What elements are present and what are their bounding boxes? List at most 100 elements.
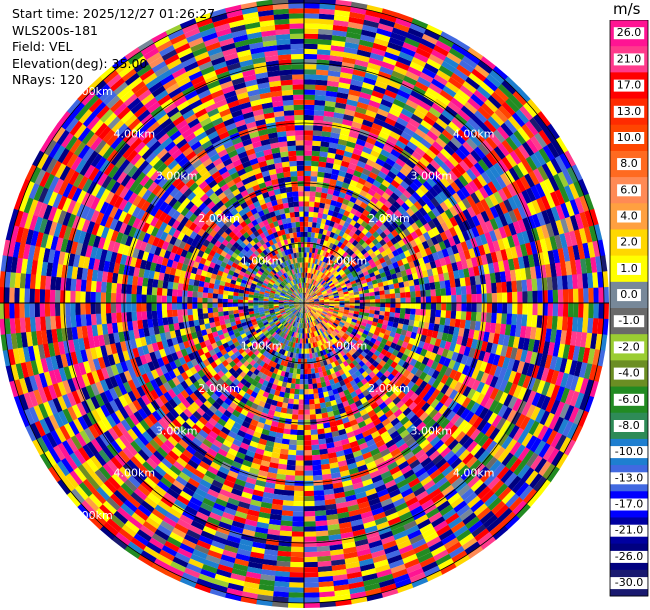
velocity-gate <box>201 374 210 383</box>
velocity-gate <box>299 338 303 344</box>
velocity-gate <box>304 231 308 237</box>
velocity-gate <box>428 82 443 95</box>
velocity-gate <box>264 323 270 328</box>
velocity-gate <box>457 394 467 406</box>
velocity-gate <box>294 485 304 492</box>
velocity-gate <box>419 556 436 568</box>
velocity-gate <box>174 523 189 534</box>
velocity-gate <box>342 360 349 367</box>
velocity-gate <box>519 416 531 431</box>
velocity-gate <box>557 303 564 317</box>
velocity-gate <box>382 540 397 550</box>
velocity-gate <box>331 344 337 350</box>
velocity-gate <box>319 596 336 603</box>
velocity-gate <box>365 264 372 271</box>
velocity-gate <box>273 581 290 588</box>
velocity-gate <box>310 363 315 369</box>
velocity-gate <box>550 384 561 400</box>
velocity-gate <box>422 415 433 426</box>
velocity-gate <box>319 448 328 455</box>
velocity-gate <box>378 466 390 475</box>
velocity-gate <box>539 238 548 253</box>
velocity-gate <box>500 122 514 137</box>
velocity-gate <box>345 352 352 359</box>
velocity-gate <box>306 317 309 324</box>
velocity-gate <box>483 119 497 134</box>
velocity-gate <box>269 425 278 433</box>
velocity-gate <box>292 506 304 512</box>
velocity-gate <box>551 276 558 291</box>
velocity-gate <box>438 324 445 333</box>
velocity-gate <box>185 417 196 428</box>
velocity-gate <box>423 503 437 515</box>
velocity-gate <box>194 398 204 408</box>
velocity-gate <box>308 300 314 302</box>
velocity-gate <box>478 186 489 199</box>
velocity-gate <box>435 363 444 373</box>
velocity-gate <box>178 471 191 483</box>
velocity-gate <box>444 125 458 137</box>
velocity-gate <box>289 319 293 325</box>
velocity-gate <box>451 550 468 563</box>
velocity-gate <box>355 138 367 147</box>
velocity-gate <box>568 406 580 424</box>
velocity-gate <box>587 317 594 334</box>
velocity-gate <box>309 273 312 279</box>
velocity-gate <box>497 260 505 273</box>
velocity-gate <box>313 296 319 300</box>
velocity-gate <box>136 529 152 542</box>
velocity-gate <box>240 341 247 348</box>
velocity-gate <box>426 465 439 476</box>
velocity-gate <box>429 282 436 290</box>
velocity-gate <box>356 101 369 110</box>
velocity-gate <box>296 317 300 323</box>
velocity-gate <box>508 496 524 512</box>
velocity-gate <box>573 303 579 318</box>
velocity-gate <box>375 227 384 236</box>
velocity-gate <box>147 413 158 425</box>
velocity-gate <box>346 272 353 278</box>
velocity-gate <box>283 495 294 501</box>
velocity-gate <box>354 388 363 396</box>
velocity-gate <box>384 479 397 489</box>
velocity-gate <box>329 220 336 228</box>
velocity-gate <box>437 35 455 48</box>
velocity-gate <box>343 221 350 229</box>
velocity-gate <box>368 539 383 549</box>
velocity-gate <box>348 509 361 517</box>
velocity-gate <box>304 338 307 344</box>
velocity-gate <box>420 119 433 131</box>
velocity-gate <box>506 281 513 293</box>
velocity-gate <box>348 292 355 296</box>
velocity-gate <box>530 153 542 169</box>
velocity-gate <box>308 298 314 301</box>
velocity-gate <box>527 338 535 352</box>
velocity-gate <box>300 312 303 319</box>
velocity-gate <box>356 548 372 557</box>
velocity-gate <box>568 183 580 200</box>
velocity-gate <box>409 572 426 584</box>
velocity-gate <box>480 123 494 137</box>
velocity-gate <box>321 289 326 293</box>
velocity-gate <box>414 236 422 246</box>
velocity-gate <box>305 307 309 313</box>
velocity-gate <box>502 186 513 200</box>
velocity-gate <box>322 319 328 324</box>
velocity-gate <box>457 419 469 432</box>
velocity-gate <box>446 263 454 273</box>
velocity-gate <box>431 267 439 276</box>
velocity-gate <box>357 96 371 105</box>
velocity-gate <box>94 452 107 467</box>
velocity-gate <box>160 364 169 375</box>
velocity-gate <box>344 346 351 353</box>
velocity-gate <box>456 405 466 417</box>
velocity-gate <box>310 284 315 290</box>
velocity-gate <box>307 306 312 311</box>
velocity-gate <box>32 438 45 456</box>
velocity-gate <box>424 350 433 359</box>
velocity-gate <box>320 192 328 199</box>
velocity-gate <box>262 350 269 357</box>
velocity-gate <box>300 303 304 308</box>
velocity-gate <box>306 307 309 313</box>
velocity-gate <box>334 328 340 334</box>
